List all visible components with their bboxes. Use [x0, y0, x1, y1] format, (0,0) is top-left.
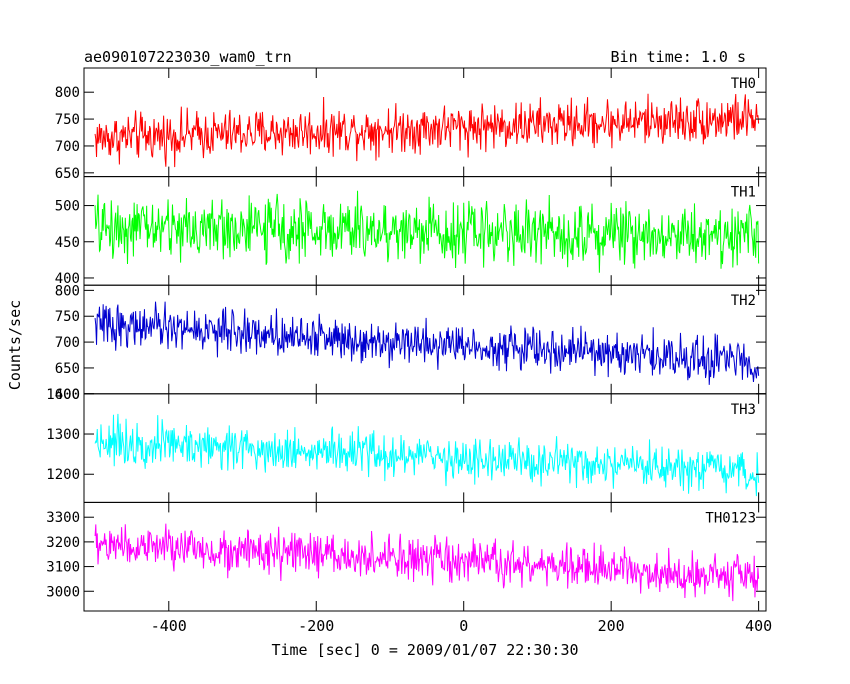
- series-line-th3: [94, 413, 760, 497]
- x-axis-label: Time [sec] 0 = 2009/01/07 22:30:30: [271, 641, 578, 659]
- x-tick-label: 0: [459, 617, 468, 635]
- panel-th0: 650 700 750 800 TH0: [55, 67, 767, 182]
- series-line-th1: [94, 190, 760, 273]
- y-tick-label: 1300: [46, 427, 80, 443]
- panels-group: 650 700 750 800 TH0 400 450 500 TH1 600 650 700 750 8…: [46, 67, 772, 635]
- series-label-th0123: TH0123: [705, 510, 756, 526]
- y-tick-label: 3300: [46, 510, 80, 526]
- y-tick-label: 800: [55, 283, 80, 299]
- series-line-th0123: [94, 523, 760, 602]
- y-tick-label: 700: [55, 139, 80, 155]
- y-tick-label: 500: [55, 199, 80, 215]
- y-tick-label: 800: [55, 85, 80, 101]
- series-label-th0: TH0: [731, 76, 756, 92]
- panel-th1: 400 450 500 TH1: [55, 176, 767, 287]
- y-tick-label: 3000: [46, 584, 80, 600]
- y-tick-label: 600: [55, 387, 80, 403]
- series-label-th2: TH2: [731, 293, 756, 309]
- y-tick-label: 450: [55, 235, 80, 251]
- y-tick-label: 750: [55, 309, 80, 325]
- series-line-th0: [94, 93, 760, 168]
- y-axis-label: Counts/sec: [6, 300, 24, 390]
- y-tick-label: 3100: [46, 560, 80, 576]
- y-tick-label: 650: [55, 361, 80, 377]
- series-line-th2: [94, 301, 760, 385]
- panel-th3: 1200 1300 1400 TH3: [46, 387, 767, 503]
- y-tick-label: 1200: [46, 467, 80, 483]
- panel-frame: [83, 501, 767, 612]
- panel-frame: [83, 393, 767, 503]
- x-tick-label: -200: [298, 617, 334, 635]
- y-tick-label: 1400: [46, 387, 80, 403]
- series-label-th1: TH1: [731, 185, 756, 201]
- y-tick-label: 750: [55, 112, 80, 128]
- x-tick-label: 200: [598, 617, 625, 635]
- y-tick-label: 400: [55, 271, 80, 287]
- panel-th0123: 3000 3100 3200 3300 TH0123: [46, 501, 767, 612]
- series-label-th3: TH3: [731, 402, 756, 418]
- y-tick-label: 700: [55, 335, 80, 351]
- panel-th2: 600 650 700 750 800 TH2: [55, 283, 767, 403]
- x-tick-label: -400: [151, 617, 187, 635]
- chart-title: ae090107223030_wam0_trn: [84, 48, 292, 66]
- chart-subtitle: Bin time: 1.0 s: [611, 48, 746, 66]
- y-tick-label: 3200: [46, 535, 80, 551]
- x-tick-label: 400: [745, 617, 772, 635]
- y-tick-label: 650: [55, 166, 80, 182]
